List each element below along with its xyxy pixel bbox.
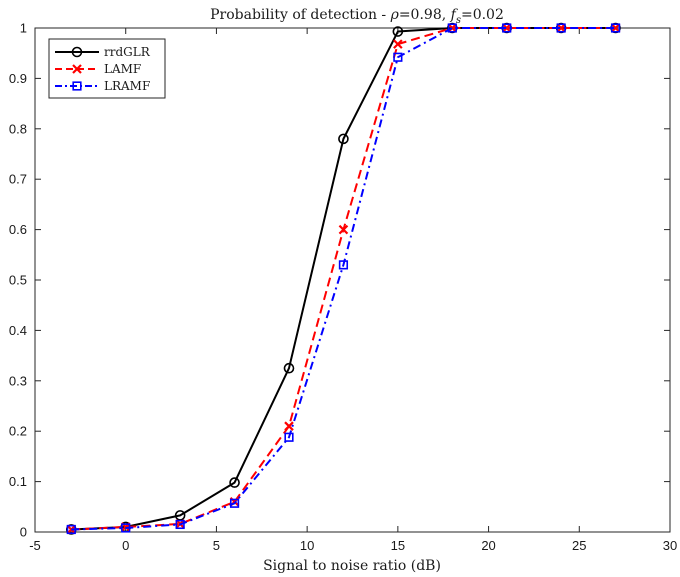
title-f-symbol: f [450, 7, 459, 23]
series-lramf [66, 23, 621, 535]
y-tick-label: 0 [20, 525, 27, 540]
y-tick-label: 0.1 [9, 474, 27, 489]
data-point [229, 477, 240, 488]
data-point [447, 23, 457, 33]
y-tick-label: 0.8 [9, 121, 27, 136]
chart-title: Probability of detection - ρ=0.98, fs=0.… [210, 7, 504, 26]
legend-item-lramf: LRAMF [55, 79, 150, 93]
x-tick-label: 15 [391, 538, 405, 553]
data-point [393, 39, 403, 49]
x-tick-label: 30 [663, 538, 677, 553]
series-line [71, 27, 616, 531]
title-f-subscript: s [456, 15, 461, 26]
data-point [338, 224, 349, 235]
legend-marker [71, 46, 83, 58]
plot-area [34, 27, 671, 533]
x-tick-label: 5 [213, 538, 220, 553]
data-point [284, 421, 294, 431]
data-point [502, 23, 512, 33]
y-tick-label: 0.6 [9, 222, 27, 237]
data-point [229, 498, 240, 508]
y-tick-label: 0.4 [9, 323, 27, 338]
data-point [121, 523, 131, 533]
x-tick-label: 20 [481, 538, 495, 553]
legend: rrdGLR LAMF LRAMF [48, 38, 166, 99]
y-tick-label: 1 [20, 21, 27, 36]
x-tick-label: 25 [572, 538, 586, 553]
x-tick-label: -5 [29, 538, 41, 553]
data-point [610, 23, 621, 33]
y-tick-label: 0.9 [9, 71, 27, 86]
data-point [501, 23, 512, 33]
y-tick-label: 0.5 [9, 273, 27, 288]
legend-marker [72, 81, 82, 91]
data-point [283, 362, 295, 374]
series-layer [65, 22, 621, 535]
data-point [556, 23, 566, 33]
data-point [284, 432, 294, 442]
title-rho-value: =0.98, [399, 7, 451, 23]
y-tick-label: 0.2 [9, 424, 27, 439]
legend-item-rrdglr: rrdGLR [55, 45, 151, 59]
legend-label: LRAMF [104, 79, 150, 93]
legend-item-lamf: LAMF [55, 62, 141, 76]
legend-marker [72, 64, 82, 74]
y-tick-label: 0.3 [9, 373, 27, 388]
data-point [392, 26, 404, 37]
x-tick-label: 10 [300, 538, 314, 553]
data-point [393, 52, 403, 62]
data-point [556, 23, 566, 33]
y-tick-label: 0.7 [9, 172, 27, 187]
title-prefix: Probability of detection - [210, 7, 390, 23]
legend-label: LAMF [104, 62, 141, 76]
data-point [66, 524, 76, 535]
x-tick-label: 0 [122, 538, 129, 553]
data-point [447, 23, 458, 33]
data-point [175, 519, 185, 530]
data-point [338, 260, 349, 270]
data-point [338, 133, 349, 145]
x-axis-label: Signal to noise ratio (dB) [263, 558, 441, 574]
data-point [610, 23, 621, 33]
title-f-value: =0.02 [461, 7, 504, 23]
legend-label: rrdGLR [104, 45, 151, 59]
axis-ticks: -5 0 5 10 15 20 25 3000.10.20.30.40.50.60.70.80… [9, 21, 677, 554]
title-rho-symbol: ρ [390, 7, 400, 23]
